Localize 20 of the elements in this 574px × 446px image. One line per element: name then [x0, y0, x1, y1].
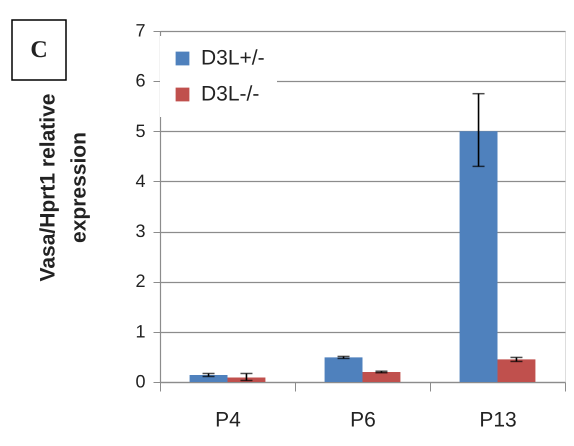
bar — [362, 372, 400, 382]
y-tick-label: 3 — [135, 221, 146, 242]
legend-label: D3L+/- — [201, 46, 265, 70]
bar — [190, 374, 228, 382]
y-tick-label: 1 — [135, 321, 146, 342]
y-tick-label: 2 — [135, 271, 146, 292]
y-tick-label: 0 — [135, 372, 146, 392]
y-tick-label: 7 — [135, 20, 146, 40]
x-tick-label: P4 — [215, 408, 242, 432]
y-tick-label: 4 — [135, 170, 146, 191]
bar — [460, 131, 498, 382]
x-tick-label: P13 — [479, 408, 517, 432]
bar — [324, 357, 362, 382]
y-tick-label: 5 — [135, 120, 146, 141]
y-tick-label: 6 — [135, 70, 146, 91]
x-tick-label: P6 — [350, 408, 376, 432]
legend-label: D3L-/- — [201, 82, 260, 106]
y-axis-title: Vasa/Hprt1 relative expression — [36, 94, 90, 282]
bar — [498, 359, 536, 382]
text: C — [30, 37, 48, 63]
